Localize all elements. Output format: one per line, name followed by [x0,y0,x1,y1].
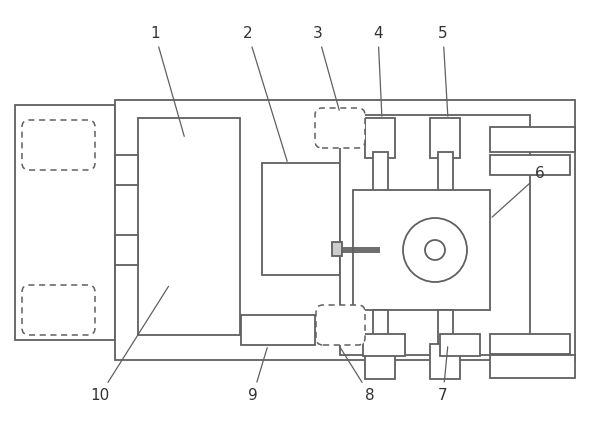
Bar [241,315,315,345]
FancyBboxPatch shape [316,305,365,345]
Bar [115,155,138,185]
FancyBboxPatch shape [22,120,95,170]
Bar [440,334,480,356]
Bar [490,355,575,378]
Bar [353,190,490,310]
Bar [340,115,530,355]
Bar [430,118,460,158]
Bar [138,118,240,335]
Text: 6: 6 [492,166,545,217]
Bar [365,118,395,158]
Bar [15,105,115,340]
Bar [430,344,460,379]
Text: 8: 8 [340,346,375,402]
Text: 7: 7 [438,347,448,402]
Bar [373,310,388,368]
Text: 9: 9 [248,347,267,402]
Circle shape [403,218,467,282]
Bar [490,127,575,152]
Bar [363,334,405,356]
FancyBboxPatch shape [315,108,365,148]
Bar [438,152,453,235]
Text: 2: 2 [243,27,287,161]
Bar [490,334,570,354]
FancyBboxPatch shape [22,285,95,335]
Text: 1: 1 [150,27,184,136]
Bar [115,100,575,360]
Bar [490,155,570,175]
Text: 5: 5 [438,27,448,116]
Bar [365,344,395,379]
Text: 3: 3 [313,27,339,110]
Bar [332,242,342,256]
Bar [115,235,138,265]
Text: 10: 10 [91,286,169,402]
Circle shape [425,240,445,260]
Text: 4: 4 [373,27,383,116]
Bar [373,152,388,235]
Bar [438,310,453,368]
Bar [262,163,340,275]
